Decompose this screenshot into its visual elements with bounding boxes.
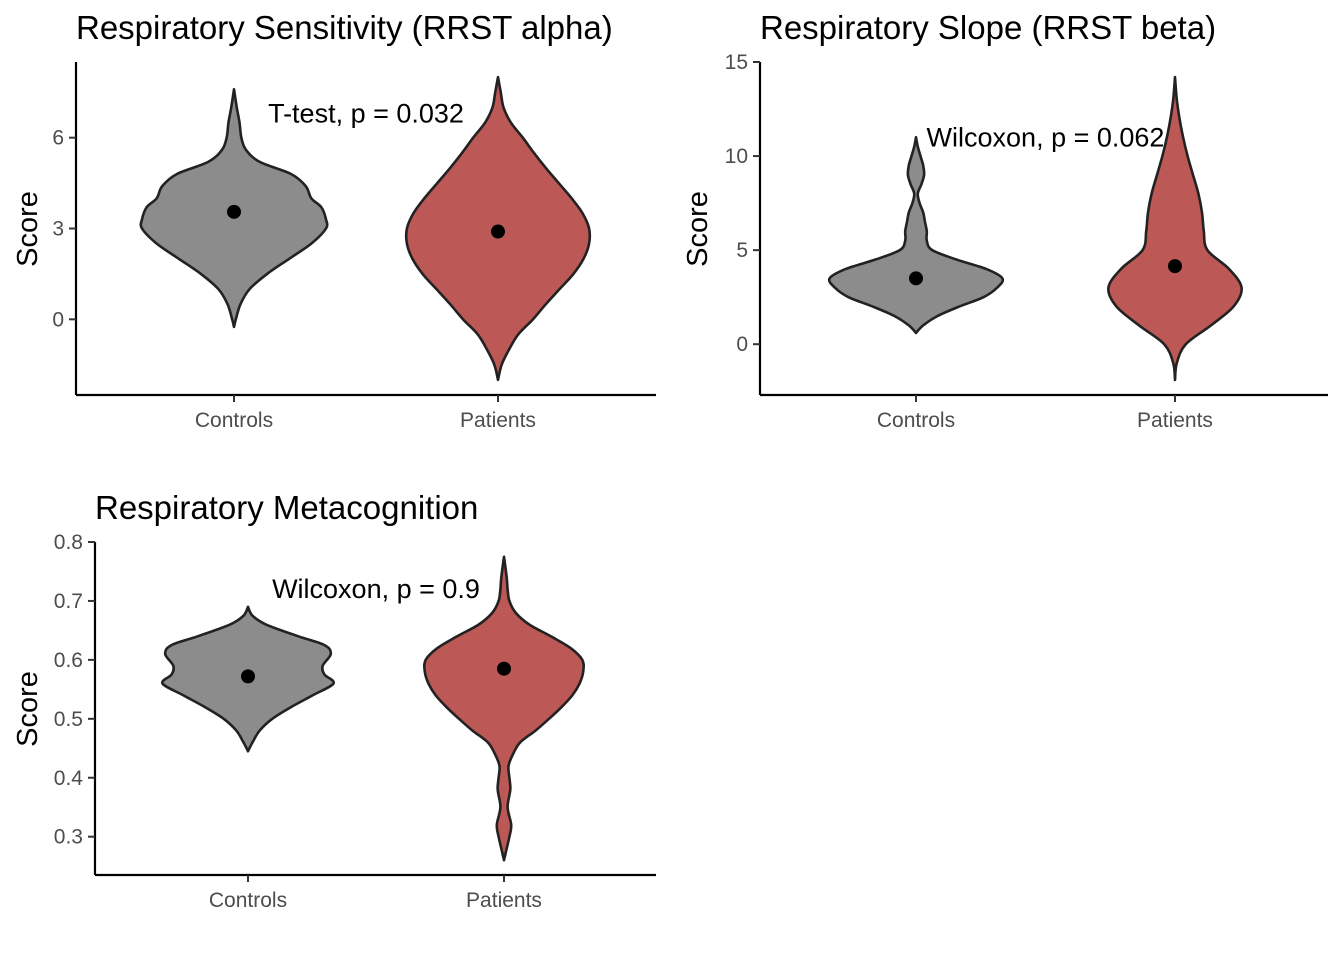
panel-rrst-beta: Respiratory Slope (RRST beta) Score 0 5 10…: [682, 9, 1328, 432]
y-axis-label: Score: [12, 191, 44, 267]
panel-metacognition: Respiratory Metacognition Score 0.3 0.4 0.…: [12, 489, 656, 912]
y-axis-label: Score: [12, 671, 44, 747]
x-tick-label: Patients: [460, 409, 536, 432]
x-tick-label: Controls: [195, 409, 273, 432]
stat-test-annotation: Wilcoxon, p = 0.062: [927, 123, 1165, 153]
violin-patients: [422, 555, 586, 862]
y-tick-label: 3: [52, 218, 64, 241]
y-tick-label: 0.3: [54, 826, 83, 849]
chart-title: Respiratory Metacognition: [95, 489, 478, 526]
x-tick-label: Controls: [877, 409, 955, 432]
y-tick-label: 15: [725, 51, 748, 74]
stat-test-annotation: Wilcoxon, p = 0.9: [272, 574, 480, 604]
chart-title: Respiratory Slope (RRST beta): [760, 9, 1216, 46]
mean-point-patients: [497, 661, 511, 676]
y-tick-label: 0.6: [54, 649, 83, 672]
x-tick-label: Controls: [209, 889, 287, 912]
y-tick-label: 6: [52, 127, 64, 150]
x-tick-label: Patients: [1137, 409, 1213, 432]
x-tick-label: Patients: [466, 889, 542, 912]
violin-patients: [1107, 75, 1243, 382]
y-tick-label: 0: [52, 308, 64, 331]
y-tick-label: 0.7: [54, 590, 83, 613]
panel-rrst-alpha: Respiratory Sensitivity (RRST alpha) Sco…: [12, 9, 656, 432]
y-tick-label: 0.4: [54, 767, 84, 790]
mean-point-controls: [909, 271, 923, 286]
y-tick-label: 10: [725, 145, 748, 168]
mean-point-controls: [241, 669, 255, 684]
mean-point-patients: [1168, 259, 1182, 274]
y-axis-label: Score: [682, 191, 714, 267]
y-tick-label: 0.5: [54, 708, 83, 731]
y-tick-label: 0.8: [54, 531, 83, 554]
stat-test-annotation: T-test, p = 0.032: [268, 99, 464, 129]
violin-controls: [827, 135, 1005, 335]
mean-point-controls: [227, 204, 241, 219]
y-tick-label: 0: [736, 333, 748, 356]
y-tick-label: 5: [736, 239, 748, 262]
chart-title: Respiratory Sensitivity (RRST alpha): [76, 9, 613, 46]
mean-point-patients: [491, 224, 505, 239]
